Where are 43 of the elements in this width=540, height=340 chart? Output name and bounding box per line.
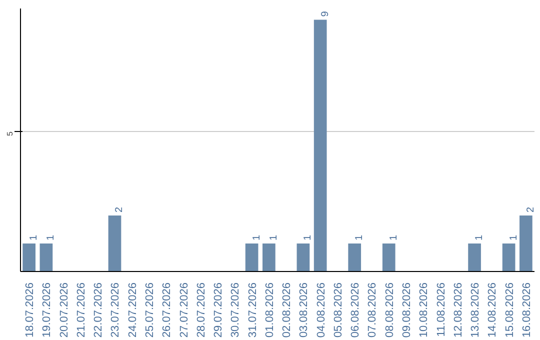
data-label: 1 (268, 234, 280, 241)
x-tick-label: 14.08.2026 (486, 282, 499, 338)
data-label: 1 (388, 234, 400, 241)
x-tick-label: 31.07.2026 (246, 282, 259, 338)
x-tick-label: 13.08.2026 (470, 282, 482, 338)
x-tick-label: 02.08.2026 (281, 282, 294, 338)
x-tick-label: 28.07.2026 (195, 282, 208, 338)
x-tick-label: 04.08.2026 (315, 282, 328, 338)
x-tick-label: 29.07.2026 (212, 282, 225, 338)
x-tick-label: 09.08.2026 (401, 282, 413, 338)
x-tick-label: 01.08.2026 (264, 282, 276, 338)
x-tick-label: 06.08.2026 (350, 282, 362, 338)
x-tick-label: 23.07.2026 (110, 282, 122, 338)
data-label: 2 (114, 206, 126, 213)
x-tick-label: 08.08.2026 (384, 282, 396, 338)
x-tick-label: 26.07.2026 (161, 282, 174, 338)
data-label: 1 (302, 234, 314, 241)
x-tick-label: 22.07.2026 (92, 282, 105, 338)
x-tick-label: 15.08.2026 (504, 282, 516, 338)
x-tick-label: 25.07.2026 (144, 282, 156, 338)
x-tick-label: 11.08.2026 (435, 282, 448, 337)
x-tick-label: 03.08.2026 (298, 282, 310, 338)
data-label: 1 (46, 234, 57, 241)
data-label: 1 (474, 234, 486, 241)
x-tick-label: 30.07.2026 (230, 282, 242, 338)
x-tick-label: 27.07.2026 (178, 282, 190, 338)
y-tick-label: 5 (6, 131, 14, 136)
data-label: 1 (508, 234, 520, 241)
x-tick-label: 10.08.2026 (418, 282, 430, 338)
x-tick-label: 05.08.2026 (332, 282, 344, 338)
x-tick-label: 19.07.2026 (41, 282, 54, 338)
x-tick-label: 18.07.2026 (24, 282, 36, 338)
data-label: 2 (525, 206, 536, 213)
data-label: 1 (28, 234, 40, 241)
data-label: 9 (320, 10, 331, 17)
x-tick-label: 24.07.2026 (126, 282, 139, 338)
x-tick-label: 12.08.2026 (452, 282, 464, 338)
x-tick-label: 20.07.2026 (58, 282, 70, 338)
x-tick-label: 21.07.2026 (75, 282, 88, 338)
x-tick-label: 16.08.2026 (520, 282, 533, 338)
data-label: 1 (354, 234, 366, 241)
x-tick-label: 07.08.2026 (366, 282, 379, 338)
data-label: 1 (251, 234, 262, 241)
